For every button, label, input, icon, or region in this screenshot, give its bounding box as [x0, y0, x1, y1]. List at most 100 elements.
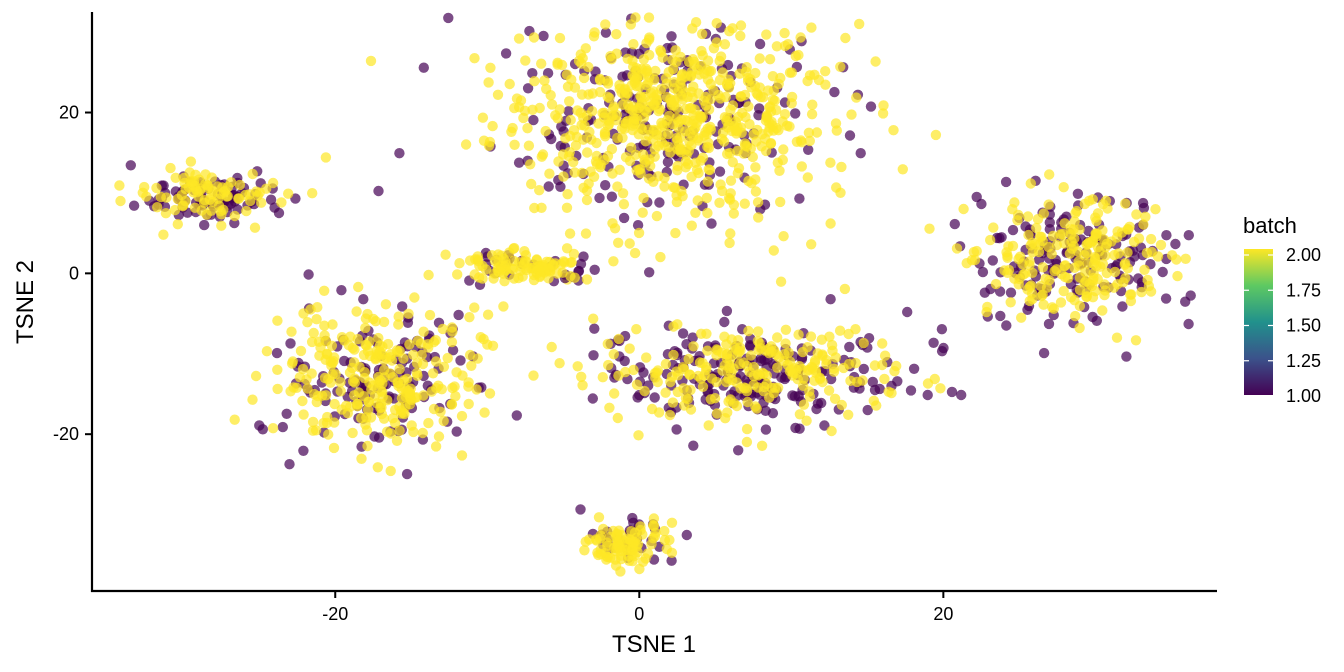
data-point: [765, 346, 777, 357]
data-point: [1099, 279, 1110, 290]
data-point: [674, 144, 685, 156]
data-point: [935, 383, 946, 394]
data-point: [401, 468, 413, 480]
data-point: [580, 43, 591, 54]
data-point: [412, 370, 423, 381]
data-point: [741, 423, 753, 435]
data-point: [688, 341, 699, 352]
legend-ticks: 2.00 1.75 1.50 1.25 1.00: [1244, 245, 1321, 406]
data-point: [651, 210, 663, 222]
data-point: [721, 305, 733, 317]
data-point: [686, 66, 697, 78]
data-point: [1044, 217, 1056, 228]
data-point: [838, 362, 849, 374]
data-point: [298, 409, 309, 420]
data-point: [820, 66, 831, 77]
data-point: [617, 99, 628, 110]
data-point: [452, 269, 463, 280]
data-point: [561, 202, 573, 213]
data-point: [809, 69, 820, 81]
y-tick-label: 20: [59, 103, 79, 123]
data-point: [666, 517, 678, 528]
data-point: [537, 149, 549, 160]
data-point: [561, 69, 573, 80]
data-point: [578, 72, 590, 84]
data-point: [702, 176, 713, 187]
data-point: [447, 345, 459, 356]
data-point: [644, 267, 655, 278]
data-point: [794, 361, 805, 372]
data-point: [561, 243, 573, 254]
data-point: [579, 545, 590, 556]
data-point: [877, 108, 889, 119]
data-point: [272, 383, 283, 395]
data-point: [675, 132, 686, 143]
data-point: [612, 181, 623, 192]
data-point: [580, 536, 591, 547]
data-point: [602, 78, 614, 89]
data-point: [618, 199, 630, 210]
data-point: [297, 363, 309, 375]
data-point: [902, 306, 913, 318]
data-point: [650, 372, 661, 383]
data-point: [570, 140, 582, 151]
data-point: [1122, 263, 1134, 274]
data-point: [620, 152, 632, 163]
data-point: [814, 372, 826, 383]
data-point: [339, 335, 350, 346]
data-point: [457, 370, 468, 381]
data-point: [1043, 318, 1055, 330]
data-point: [328, 442, 340, 454]
data-point: [735, 30, 746, 42]
data-point: [742, 396, 753, 408]
data-point: [754, 53, 765, 64]
data-point: [677, 362, 689, 373]
data-point: [778, 144, 789, 155]
data-point: [829, 393, 841, 404]
data-point: [580, 228, 592, 239]
data-point: [700, 364, 712, 376]
data-point: [703, 104, 715, 115]
data-point: [669, 95, 680, 106]
data-point: [790, 108, 801, 119]
data-point: [836, 161, 847, 173]
data-point: [177, 201, 188, 212]
data-point: [582, 147, 593, 158]
data-point: [659, 534, 671, 546]
data-point: [774, 165, 785, 176]
data-point: [1016, 312, 1027, 323]
data-point: [703, 164, 714, 175]
data-point: [443, 12, 454, 24]
data-point: [961, 258, 972, 269]
data-point: [575, 504, 586, 515]
data-point: [654, 197, 665, 208]
data-point: [593, 512, 605, 523]
data-point: [463, 377, 474, 388]
data-point: [576, 119, 587, 131]
data-point: [1033, 246, 1045, 258]
data-point: [761, 378, 773, 390]
data-point: [676, 74, 687, 85]
data-point: [417, 358, 429, 370]
data-point: [446, 336, 458, 348]
data-point: [600, 180, 611, 191]
data-point: [1022, 211, 1034, 222]
data-point: [614, 164, 625, 175]
data-point: [1070, 310, 1081, 322]
data-point: [509, 139, 520, 150]
data-point: [761, 370, 772, 381]
data-point: [807, 99, 818, 110]
data-point: [741, 360, 753, 372]
data-point: [600, 19, 611, 30]
data-point: [680, 156, 692, 167]
data-point: [949, 218, 960, 230]
data-point: [1038, 347, 1050, 359]
data-point: [323, 429, 334, 440]
data-point: [711, 18, 722, 29]
data-point: [1121, 351, 1132, 362]
data-point: [742, 72, 754, 84]
data-point: [981, 306, 992, 318]
data-point: [489, 255, 501, 267]
data-point: [1069, 216, 1080, 227]
data-point: [682, 116, 693, 127]
